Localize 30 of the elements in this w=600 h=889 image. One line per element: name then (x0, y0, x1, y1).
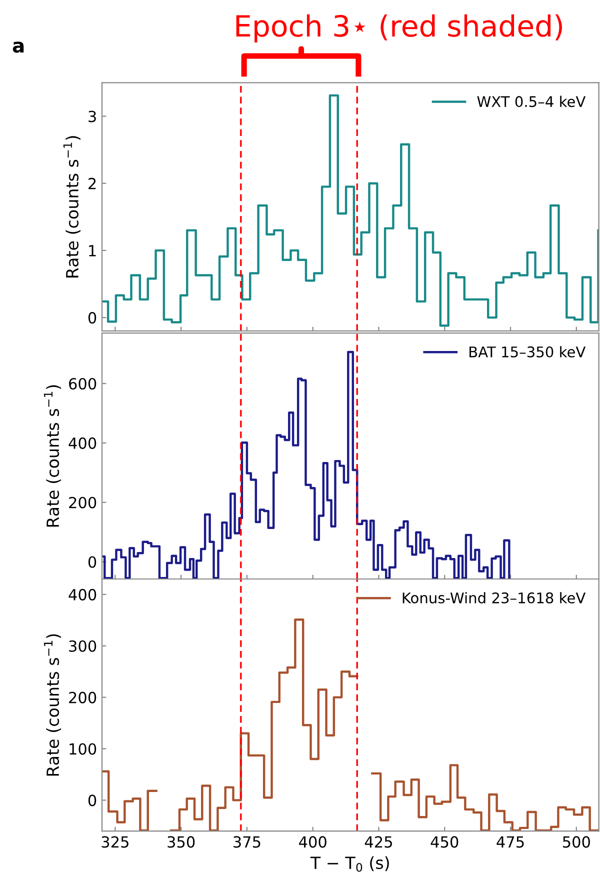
y-axis-title: Rate (counts s$^{−1}$) (63, 136, 80, 278)
x-tick-label: 450 (430, 836, 458, 848)
x-tick-label: 475 (496, 836, 524, 848)
y-tick-label: 2 (88, 178, 96, 190)
text: Epoch 3⋆ (red shaded) (236, 14, 562, 43)
x-tick-label: 425 (364, 836, 392, 848)
x-tick-label: 325 (102, 836, 128, 848)
x-tick-label: 375 (234, 836, 260, 848)
x-tick-label: 400 (299, 836, 326, 848)
y-axis-title: Rate (counts s$^{−1}$) (44, 385, 62, 527)
y-tick-label: 600 (69, 378, 96, 390)
y-tick-label: 400 (68, 437, 96, 449)
x-tick-label: 500 (562, 836, 590, 848)
y-tick-label: 200 (69, 692, 96, 704)
y-tick-label: 3 (88, 110, 96, 122)
y-tick-label: 200 (69, 496, 96, 508)
y-tick-label: 1 (89, 245, 96, 256)
legend-label: Konus-Wind 23–1618 keV (402, 592, 586, 604)
y-axis-title: Rate (counts s$^{−1}$) (44, 634, 62, 776)
y-tick-label: 0 (88, 312, 96, 324)
y-tick-label: 300 (69, 640, 96, 652)
legend-label: BAT 15–350 keV (470, 346, 586, 358)
y-tick-label: 0 (88, 556, 96, 568)
y-tick-label: 0 (88, 794, 96, 806)
x-axis-title: T − T$_{0}$ (s) (310, 856, 389, 872)
x-tick-label: 350 (168, 836, 195, 848)
y-tick-label: 100 (70, 743, 96, 755)
text: a (12, 42, 24, 53)
y-tick-label: 400 (68, 588, 96, 600)
legend-label: WXT 0.5–4 keV (477, 96, 586, 108)
